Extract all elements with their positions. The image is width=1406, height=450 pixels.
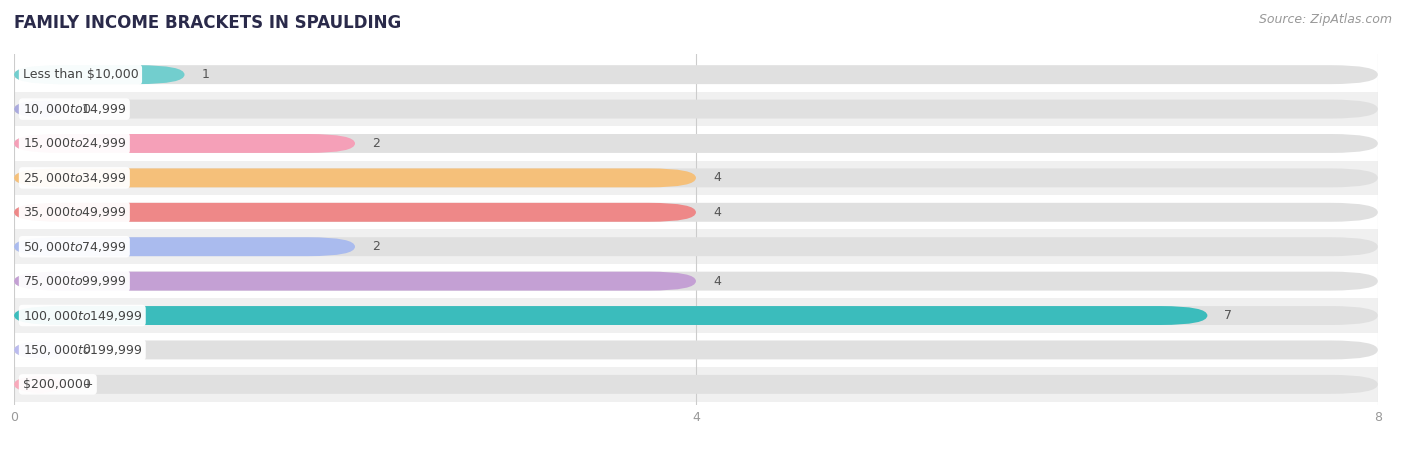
Text: Source: ZipAtlas.com: Source: ZipAtlas.com xyxy=(1258,14,1392,27)
Text: $10,000 to $14,999: $10,000 to $14,999 xyxy=(22,102,127,116)
FancyBboxPatch shape xyxy=(14,99,65,118)
Text: 0: 0 xyxy=(82,343,90,356)
Text: $100,000 to $149,999: $100,000 to $149,999 xyxy=(22,309,142,323)
FancyBboxPatch shape xyxy=(14,134,1378,153)
Text: $200,000+: $200,000+ xyxy=(22,378,93,391)
Bar xyxy=(14,367,1378,401)
Text: 4: 4 xyxy=(713,206,721,219)
Bar xyxy=(14,230,1378,264)
Text: $50,000 to $74,999: $50,000 to $74,999 xyxy=(22,240,127,254)
Text: $15,000 to $24,999: $15,000 to $24,999 xyxy=(22,136,127,150)
Text: Less than $10,000: Less than $10,000 xyxy=(22,68,138,81)
FancyBboxPatch shape xyxy=(14,237,354,256)
Text: 7: 7 xyxy=(1225,309,1233,322)
Text: 2: 2 xyxy=(373,137,380,150)
Text: 0: 0 xyxy=(82,378,90,391)
FancyBboxPatch shape xyxy=(14,341,1378,360)
FancyBboxPatch shape xyxy=(14,237,1378,256)
FancyBboxPatch shape xyxy=(14,99,1378,118)
Bar xyxy=(14,92,1378,126)
Bar xyxy=(14,126,1378,161)
Text: 1: 1 xyxy=(201,68,209,81)
Text: 0: 0 xyxy=(82,103,90,116)
FancyBboxPatch shape xyxy=(14,306,1208,325)
Text: 4: 4 xyxy=(713,274,721,288)
Text: $35,000 to $49,999: $35,000 to $49,999 xyxy=(22,205,127,219)
FancyBboxPatch shape xyxy=(14,65,1378,84)
FancyBboxPatch shape xyxy=(14,272,696,291)
Text: 2: 2 xyxy=(373,240,380,253)
FancyBboxPatch shape xyxy=(14,272,1378,291)
FancyBboxPatch shape xyxy=(14,203,1378,222)
FancyBboxPatch shape xyxy=(14,168,696,187)
FancyBboxPatch shape xyxy=(14,168,1378,187)
FancyBboxPatch shape xyxy=(14,375,1378,394)
Text: $25,000 to $34,999: $25,000 to $34,999 xyxy=(22,171,127,185)
Bar xyxy=(14,195,1378,230)
Text: $75,000 to $99,999: $75,000 to $99,999 xyxy=(22,274,127,288)
Bar xyxy=(14,161,1378,195)
Text: FAMILY INCOME BRACKETS IN SPAULDING: FAMILY INCOME BRACKETS IN SPAULDING xyxy=(14,14,401,32)
Text: 4: 4 xyxy=(713,171,721,184)
FancyBboxPatch shape xyxy=(14,341,65,360)
FancyBboxPatch shape xyxy=(14,306,1378,325)
FancyBboxPatch shape xyxy=(14,203,696,222)
Text: $150,000 to $199,999: $150,000 to $199,999 xyxy=(22,343,142,357)
Bar xyxy=(14,58,1378,92)
FancyBboxPatch shape xyxy=(14,134,354,153)
FancyBboxPatch shape xyxy=(14,65,184,84)
FancyBboxPatch shape xyxy=(14,375,65,394)
Bar xyxy=(14,298,1378,333)
Bar xyxy=(14,264,1378,298)
Bar xyxy=(14,333,1378,367)
